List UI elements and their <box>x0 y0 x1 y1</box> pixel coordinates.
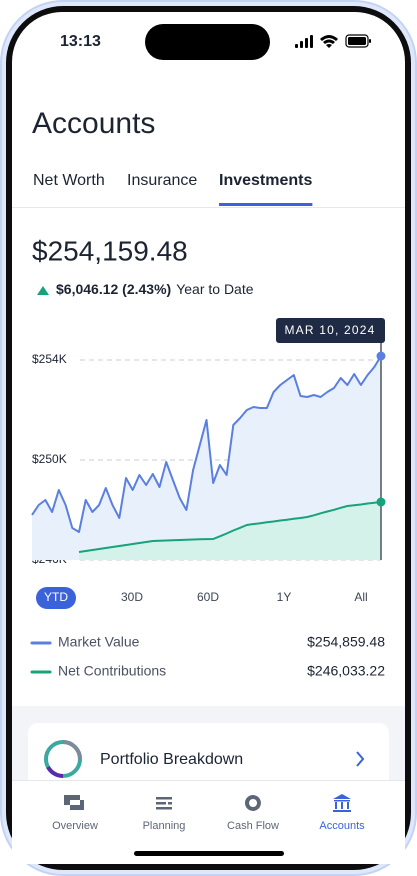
range-button[interactable]: All <box>354 590 367 604</box>
nav-item[interactable]: Cash Flow <box>227 820 279 832</box>
nav-bar <box>12 780 405 864</box>
nav-icon <box>333 794 351 812</box>
tooltip: MAR 10, 2024 <box>284 323 375 337</box>
range-button[interactable]: 60D <box>197 590 219 604</box>
range-pill <box>36 587 76 609</box>
legend-name: Market Value <box>58 634 140 650</box>
tab[interactable]: Insurance <box>127 172 197 189</box>
legend-name: Net Contributions <box>58 663 166 679</box>
tab[interactable]: Investments <box>219 172 312 189</box>
dynamic-island <box>145 24 270 60</box>
ring-seg <box>46 765 64 778</box>
tooltip-bg <box>276 318 385 343</box>
status-time: 13:13 <box>60 33 101 50</box>
nav-item[interactable]: Planning <box>143 820 186 832</box>
range-button[interactable]: YTD <box>44 590 68 604</box>
change-period: Year to Date <box>176 281 254 297</box>
card[interactable] <box>28 723 389 793</box>
card-title: Portfolio Breakdown <box>100 751 243 768</box>
tab-underline <box>219 203 313 206</box>
change-amount: $6,046.12 (2.43%) <box>56 281 171 297</box>
nav-icon <box>64 795 84 810</box>
nav-icon <box>244 795 261 811</box>
ring-seg <box>62 740 82 760</box>
series-area <box>32 356 381 560</box>
chevron <box>356 751 365 767</box>
legend-total: $246,033.22 <box>307 663 385 679</box>
home-indicator <box>134 851 284 856</box>
end-point <box>376 497 386 507</box>
y-tick-label: $254K <box>32 352 67 366</box>
series-line <box>78 501 382 553</box>
range-button[interactable]: 30D <box>121 590 143 604</box>
status-icons <box>295 34 371 48</box>
nav-item[interactable]: Accounts <box>319 820 365 832</box>
series-line <box>31 355 382 533</box>
nav-icon <box>156 797 172 810</box>
change: $6,046.12 (2.43%) Year to Date <box>56 281 254 297</box>
nav-item[interactable]: Overview <box>52 820 98 832</box>
legend-total: $254,859.48 <box>307 634 385 650</box>
end-point <box>376 351 386 361</box>
tab[interactable]: Net Worth <box>33 172 105 189</box>
range-button[interactable]: 1Y <box>277 590 292 604</box>
y-tick-label: $250K <box>32 452 67 466</box>
balance: $254,159.48 <box>32 235 188 266</box>
up-arrow <box>37 286 49 295</box>
series-area <box>78 502 381 560</box>
page-title: Accounts <box>32 107 155 140</box>
